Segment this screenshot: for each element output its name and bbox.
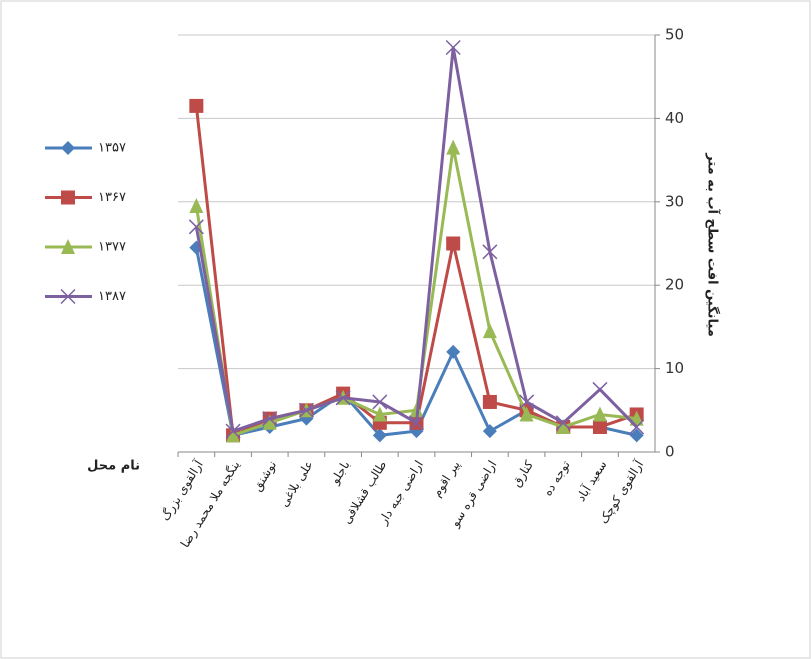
point <box>446 236 461 251</box>
point <box>519 406 534 422</box>
point <box>592 381 608 397</box>
y-axis-title: میانگین افت سطح آب به متر <box>705 152 722 337</box>
x-axis-title: نام محل <box>87 459 140 474</box>
legend-label: ۱۳۵۷ <box>98 141 126 156</box>
point <box>372 406 387 422</box>
y-tick-label: 40 <box>665 109 684 127</box>
point <box>372 394 388 410</box>
legend-label: ۱۳۸۷ <box>98 289 126 304</box>
legend-label: ۱۳۶۷ <box>98 190 126 205</box>
point <box>629 419 645 435</box>
point <box>482 394 497 409</box>
y-tick-label: 0 <box>665 443 675 461</box>
y-tick-label: 20 <box>665 276 684 294</box>
point <box>482 424 497 439</box>
point <box>188 219 204 235</box>
point <box>189 98 204 113</box>
point <box>61 190 75 205</box>
point <box>61 141 75 155</box>
point <box>225 423 241 439</box>
point <box>60 288 76 305</box>
point <box>226 427 241 443</box>
point <box>262 414 277 430</box>
point <box>445 39 461 56</box>
point <box>556 418 571 434</box>
y-tick-label: 50 <box>665 26 684 44</box>
y-tick-label: 30 <box>665 192 684 210</box>
point <box>592 419 607 434</box>
point <box>335 390 351 406</box>
point <box>262 411 278 427</box>
point <box>372 428 387 443</box>
point <box>408 415 425 431</box>
legend-label: ۱۳۷۷ <box>98 240 126 255</box>
point <box>446 139 461 155</box>
point <box>592 406 607 422</box>
point <box>446 344 461 359</box>
point <box>189 197 204 213</box>
point <box>482 244 498 260</box>
point <box>555 415 571 431</box>
point <box>482 323 497 339</box>
point <box>61 239 75 254</box>
point <box>629 428 644 443</box>
point <box>298 402 314 418</box>
y-tick-label: 10 <box>665 359 684 377</box>
point <box>519 394 535 410</box>
